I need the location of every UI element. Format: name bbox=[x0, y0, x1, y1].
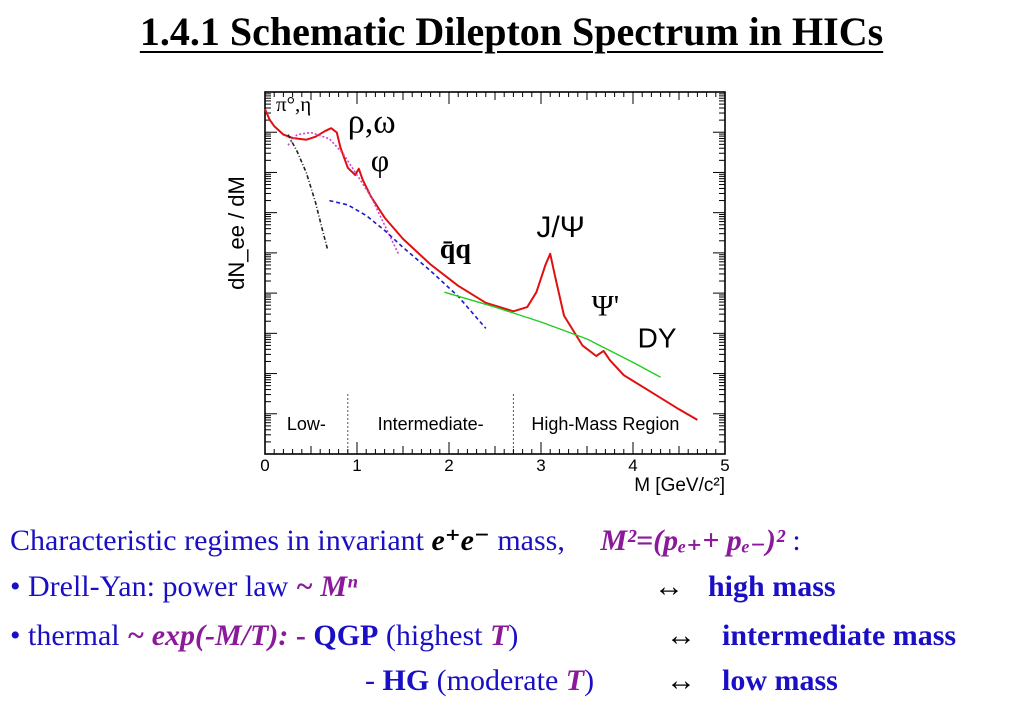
temperature-symbol: T bbox=[490, 619, 509, 652]
moderate-text: (moderate bbox=[429, 664, 566, 697]
series-line bbox=[264, 108, 698, 421]
regimes-line: Characteristic regimes in invariant e⁺e⁻… bbox=[10, 518, 801, 564]
pi-eta-label: π°,η bbox=[276, 92, 311, 116]
series-line bbox=[329, 199, 487, 329]
hg-arrow: ↔ bbox=[666, 664, 696, 697]
qgp-label: QGP bbox=[313, 619, 379, 652]
hg-label: HG bbox=[382, 664, 430, 697]
region-label: Low- bbox=[287, 414, 326, 434]
region-label: High-Mass Region bbox=[531, 414, 679, 434]
low-mass-label: low mass bbox=[722, 664, 838, 697]
thermal-arrow: ↔ bbox=[666, 619, 696, 652]
paren-text-2: ) bbox=[584, 664, 595, 697]
rho-omega-label: ρ,ω bbox=[348, 103, 396, 140]
region-label: Intermediate- bbox=[378, 414, 484, 434]
paren-text: ) bbox=[508, 619, 519, 652]
regimes-text: Characteristic regimes in invariant bbox=[10, 524, 432, 557]
ee-symbol: e⁺e⁻ bbox=[431, 524, 490, 557]
x-tick-label: 4 bbox=[628, 456, 637, 475]
jpsi-label: J/Ψ bbox=[536, 211, 584, 244]
drell-yan-text: • Drell-Yan: power law bbox=[10, 570, 296, 603]
phi-label: φ bbox=[371, 142, 389, 178]
dy-label: DY bbox=[638, 323, 677, 354]
temperature-symbol-2: T bbox=[565, 664, 585, 697]
drell-yan-arrow: ↔ bbox=[654, 570, 684, 603]
mass-formula: M²=(pₑ₊+ pₑ₋)² bbox=[600, 524, 785, 557]
plot-frame bbox=[264, 91, 726, 455]
x-tick-label: 5 bbox=[720, 456, 729, 475]
series-line bbox=[444, 291, 661, 378]
drell-yan-line: • Drell-Yan: power law ~ Mⁿ bbox=[10, 564, 357, 610]
high-mass-label: high mass bbox=[708, 570, 836, 603]
qq-label: q̄q bbox=[440, 234, 472, 265]
hg-line: - HG (moderate T) bbox=[365, 658, 594, 704]
thermal-text: • thermal bbox=[10, 619, 128, 652]
dash-text-2: - bbox=[365, 664, 383, 697]
series-line bbox=[287, 131, 400, 255]
dash-text: - bbox=[288, 619, 314, 652]
x-tick-label: 2 bbox=[444, 456, 453, 475]
x-tick-label: 1 bbox=[352, 456, 361, 475]
colon-text: : bbox=[784, 524, 801, 557]
mass-text: mass, bbox=[489, 524, 565, 557]
thermal-formula: ~ exp(-M/T): bbox=[127, 619, 289, 652]
slide-title: 1.4.1 Schematic Dilepton Spectrum in HIC… bbox=[139, 9, 884, 54]
y-axis-label: dN_ee / dM bbox=[224, 176, 249, 290]
x-tick-label: 0 bbox=[260, 456, 269, 475]
x-axis-label: M [GeV/c²] bbox=[634, 475, 725, 496]
power-law-formula: ~ Mⁿ bbox=[295, 570, 358, 603]
psiprime-label: Ψ' bbox=[592, 290, 620, 323]
highest-text: (highest bbox=[378, 619, 491, 652]
series-line bbox=[287, 134, 329, 250]
intermediate-mass-label: intermediate mass bbox=[722, 619, 957, 652]
thermal-line: • thermal ~ exp(-M/T): - QGP (highest T) bbox=[10, 613, 518, 659]
dilepton-spectrum-chart: 0 1 2 3 4 5M [GeV/c²] dN_ee / dM Low- Intermedia… bbox=[224, 91, 730, 496]
x-tick-label: 3 bbox=[536, 456, 545, 475]
